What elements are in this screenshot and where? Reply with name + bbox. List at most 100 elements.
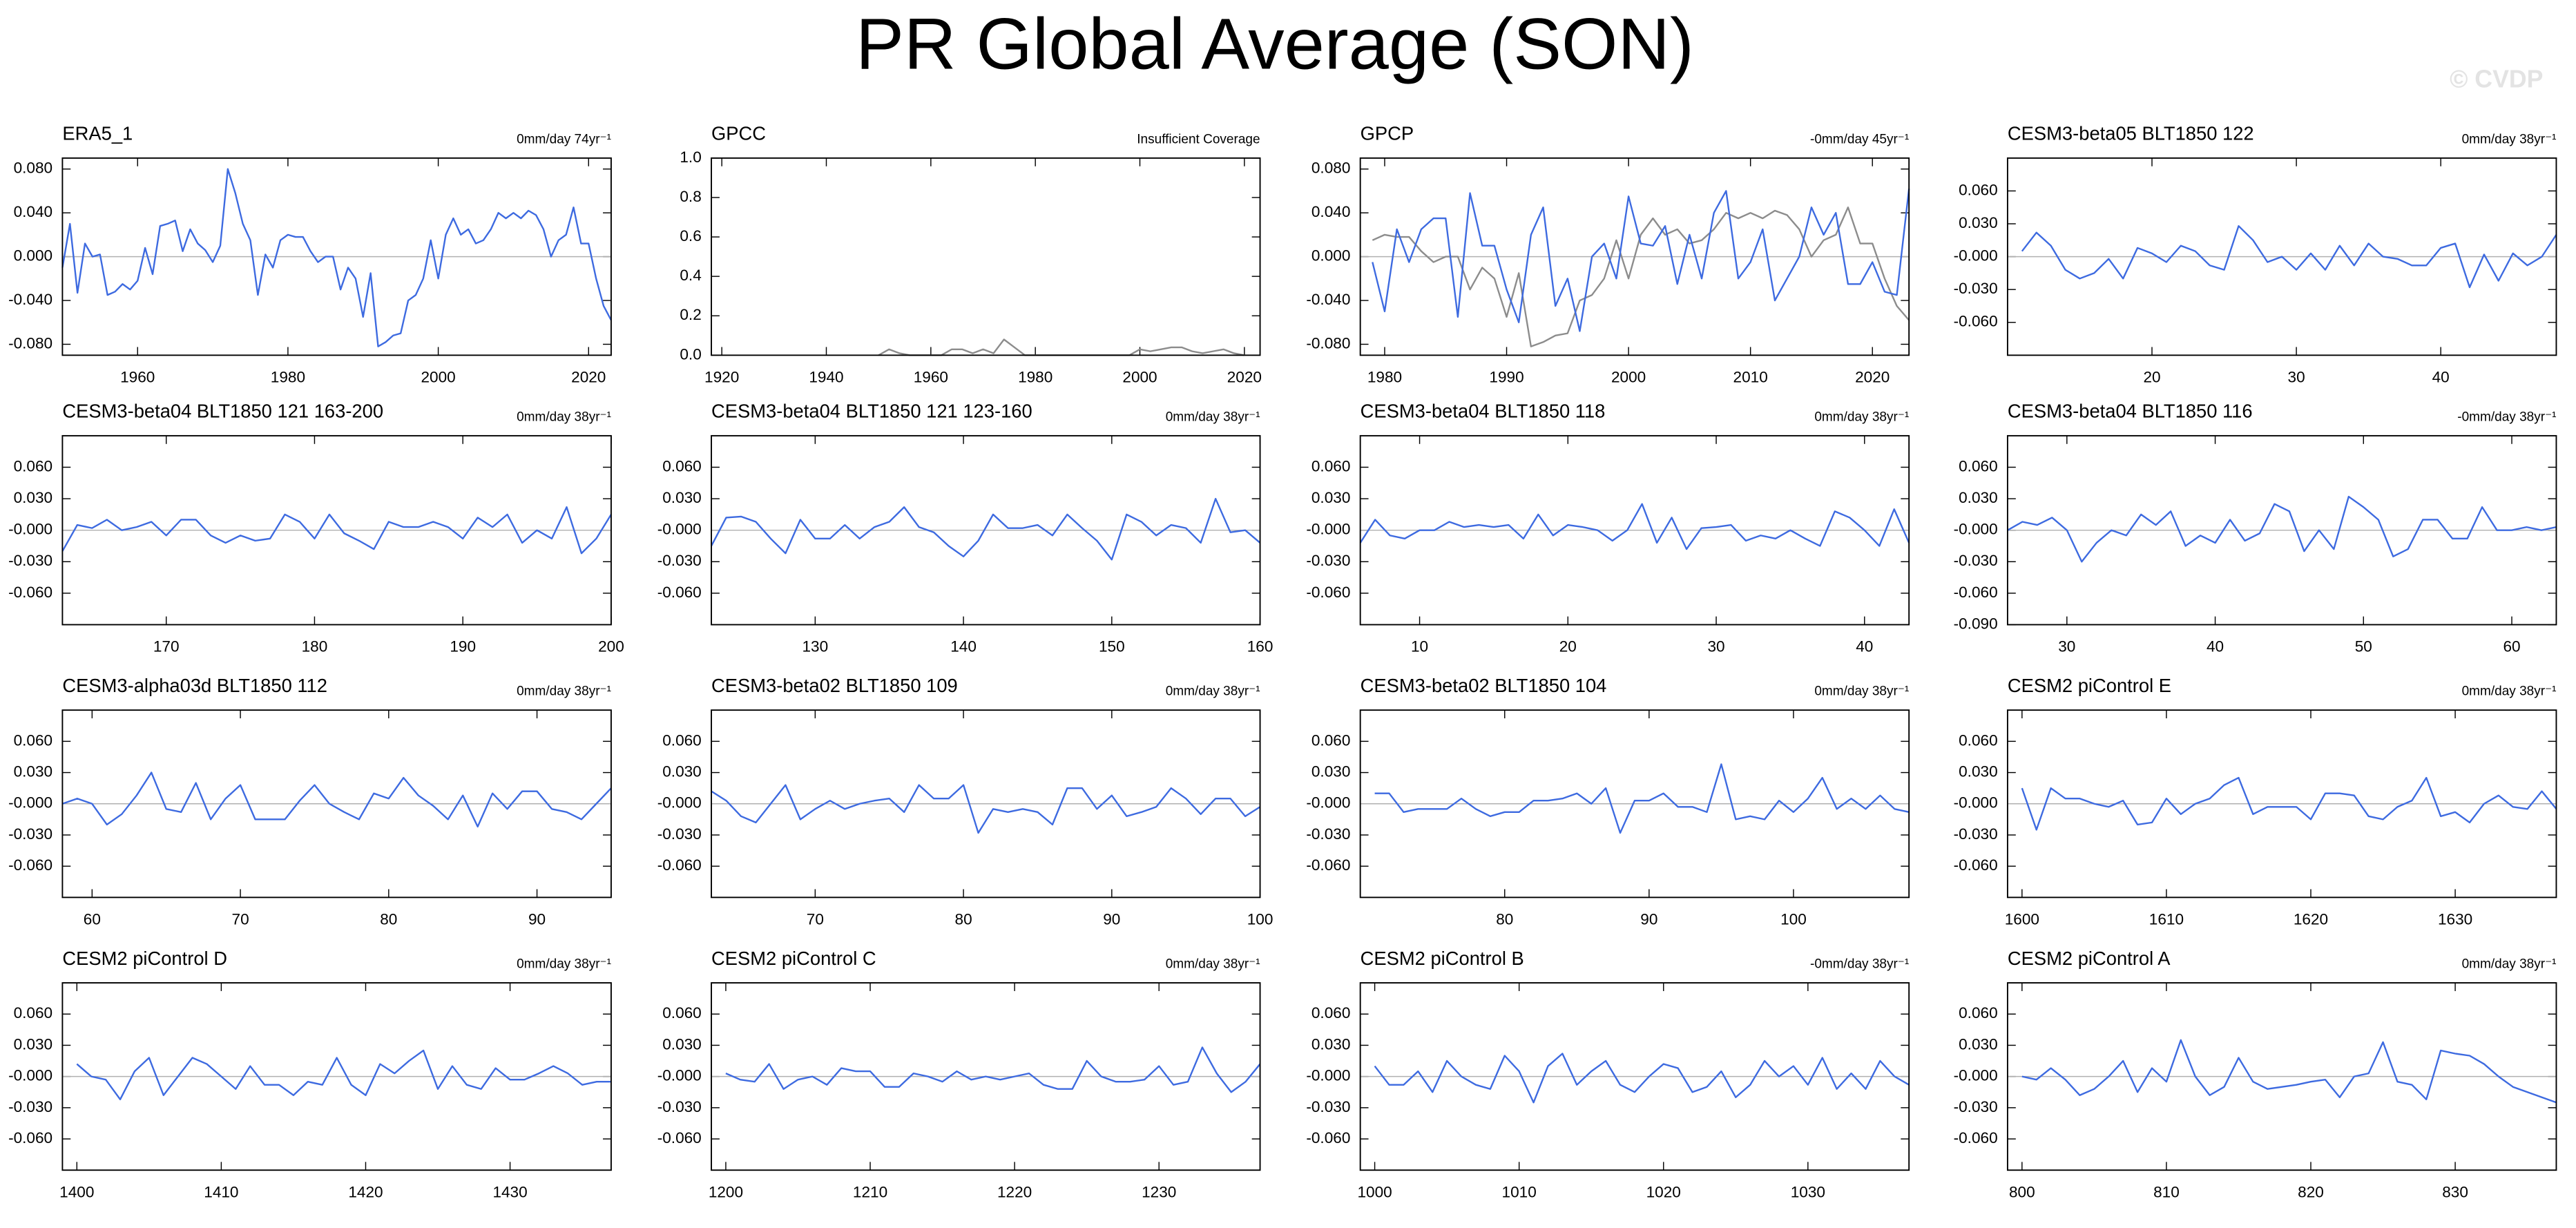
panel: CESM2 piControl A 0mm/day 38yr⁻¹ -0.060 -0.… [1954, 948, 2557, 1201]
y-tick-label: 0.030 [14, 1035, 53, 1053]
y-tick-label: 0.060 [1311, 731, 1351, 749]
plot-frame [711, 982, 1261, 1171]
y-tick-label: 0.030 [1959, 214, 1998, 231]
y-tick-label: 0.080 [14, 160, 53, 177]
y-tick-label: -0.000 [8, 1067, 52, 1084]
x-tick-label: 90 [1103, 911, 1120, 928]
data-line [711, 784, 1261, 834]
x-tick-label: 1960 [914, 369, 948, 386]
panel-annotation: 0mm/day 38yr⁻¹ [1814, 410, 1909, 424]
y-tick-label: -0.030 [8, 552, 52, 569]
panel: CESM2 piControl D 0mm/day 38yr⁻¹ -0.060 -0.… [8, 948, 612, 1201]
y-tick-label: 0.060 [1959, 1004, 1998, 1021]
panel-annotation: Insufficient Coverage [1137, 132, 1260, 146]
x-tick-label: 1210 [853, 1184, 887, 1201]
y-tick-label: 0.030 [1959, 1035, 1998, 1053]
x-tick-label: 130 [802, 638, 829, 655]
plot-frame [61, 157, 612, 356]
plot-frame [2006, 157, 2557, 356]
x-tick-label: 1010 [1502, 1184, 1537, 1201]
panel-annotation: 0mm/day 38yr⁻¹ [1166, 684, 1260, 699]
panel-annotation: 0mm/day 38yr⁻¹ [517, 684, 611, 699]
plot-frame [61, 982, 612, 1171]
y-tick-label: 0.040 [1311, 203, 1351, 220]
data-line [61, 506, 612, 555]
panel: CESM3-beta02 BLT1850 109 0mm/day 38yr⁻¹ -0… [657, 675, 1273, 928]
x-tick-label: 140 [950, 638, 977, 655]
panel-title: CESM2 piControl A [2008, 948, 2171, 969]
y-tick-label: 0.060 [14, 731, 53, 749]
x-tick-label: 820 [2298, 1184, 2324, 1201]
y-tick-label: -0.030 [657, 552, 702, 569]
x-tick-label: 2010 [1733, 369, 1768, 386]
panel-title: ERA5_1 [62, 123, 133, 144]
x-tick-label: 70 [232, 911, 249, 928]
y-tick-label: 0.080 [1311, 160, 1351, 177]
y-tick-label: -0.060 [1954, 856, 1998, 874]
y-tick-label: 0.0 [680, 345, 701, 363]
y-tick-label: -0.030 [1954, 1098, 1998, 1115]
x-tick-label: 30 [1707, 638, 1724, 655]
x-tick-label: 2000 [1122, 369, 1157, 386]
y-tick-label: -0.080 [8, 334, 52, 352]
y-tick-label: -0.040 [1306, 291, 1350, 308]
y-tick-label: 0.030 [14, 763, 53, 780]
y-tick-label: -0.060 [8, 1129, 52, 1147]
y-tick-label: 0.040 [14, 203, 53, 220]
plot-frame [2006, 982, 2557, 1171]
y-tick-label: 0.060 [662, 731, 702, 749]
panel: CESM3-beta04 BLT1850 121 163-200 0mm/day … [8, 401, 624, 655]
credit: © CVDP [2450, 65, 2543, 93]
y-tick-label: -0.030 [657, 825, 702, 843]
x-tick-label: 40 [2207, 638, 2224, 655]
panel: CESM3-beta05 BLT1850 122 0mm/day 38yr⁻¹ -0… [1954, 123, 2557, 386]
panel-annotation: 0mm/day 38yr⁻¹ [1814, 684, 1909, 699]
x-tick-label: 1630 [2438, 911, 2472, 928]
x-tick-label: 810 [2153, 1184, 2180, 1201]
y-tick-label: -0.000 [1954, 794, 1998, 812]
y-tick-label: -0.060 [1954, 1129, 1998, 1147]
x-tick-label: 1610 [2149, 911, 2184, 928]
panel-title: CESM3-beta04 BLT1850 121 123-160 [711, 401, 1032, 422]
panel-title: CESM3-beta02 BLT1850 109 [711, 675, 958, 696]
plot-frame [2006, 709, 2557, 899]
x-tick-label: 1000 [1357, 1184, 1392, 1201]
panel-title: CESM3-beta04 BLT1850 116 [2008, 401, 2253, 422]
x-tick-label: 150 [1099, 638, 1125, 655]
y-tick-label: 0.4 [680, 267, 701, 284]
y-tick-label: -0.030 [8, 1098, 52, 1115]
y-tick-label: -0.060 [8, 584, 52, 601]
x-tick-label: 200 [598, 638, 624, 655]
data-line [2007, 495, 2557, 563]
panel-title: GPCP [1361, 123, 1414, 144]
x-tick-label: 1960 [120, 369, 155, 386]
x-tick-label: 1400 [59, 1184, 94, 1201]
data-line [76, 1049, 611, 1100]
panel-annotation: 0mm/day 38yr⁻¹ [2462, 684, 2557, 699]
plot-frame [711, 157, 1261, 356]
x-tick-label: 1940 [809, 369, 843, 386]
x-tick-label: 1020 [1646, 1184, 1681, 1201]
y-tick-label: -0.000 [1954, 1067, 1998, 1084]
y-tick-label: -0.000 [1306, 794, 1350, 812]
panel-annotation: -0mm/day 38yr⁻¹ [2457, 410, 2556, 424]
y-tick-label: 0.030 [1959, 763, 1998, 780]
plot-frame [1359, 157, 1910, 356]
x-tick-label: 90 [1640, 911, 1657, 928]
panel: CESM3-beta04 BLT1850 121 123-160 0mm/day … [657, 401, 1273, 655]
y-tick-label: -0.000 [657, 794, 702, 812]
y-tick-label: -0.000 [8, 794, 52, 812]
panel-annotation: 0mm/day 38yr⁻¹ [517, 957, 611, 972]
y-tick-label: 0.8 [680, 188, 701, 205]
data-line [878, 338, 1245, 356]
x-tick-label: 40 [2432, 369, 2450, 386]
panel-title: CESM2 piControl B [1361, 948, 1524, 969]
x-tick-label: 90 [528, 911, 546, 928]
x-tick-label: 1980 [271, 369, 305, 386]
y-tick-label: -0.060 [657, 1129, 702, 1147]
x-tick-label: 30 [2288, 369, 2305, 386]
x-tick-label: 170 [153, 638, 180, 655]
x-tick-label: 2000 [421, 369, 455, 386]
y-tick-label: -0.060 [1954, 584, 1998, 601]
